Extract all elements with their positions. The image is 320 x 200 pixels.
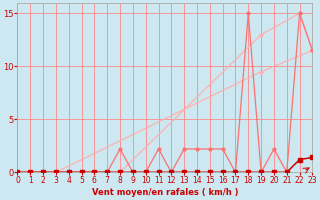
X-axis label: Vent moyen/en rafales ( km/h ): Vent moyen/en rafales ( km/h ) <box>92 188 238 197</box>
